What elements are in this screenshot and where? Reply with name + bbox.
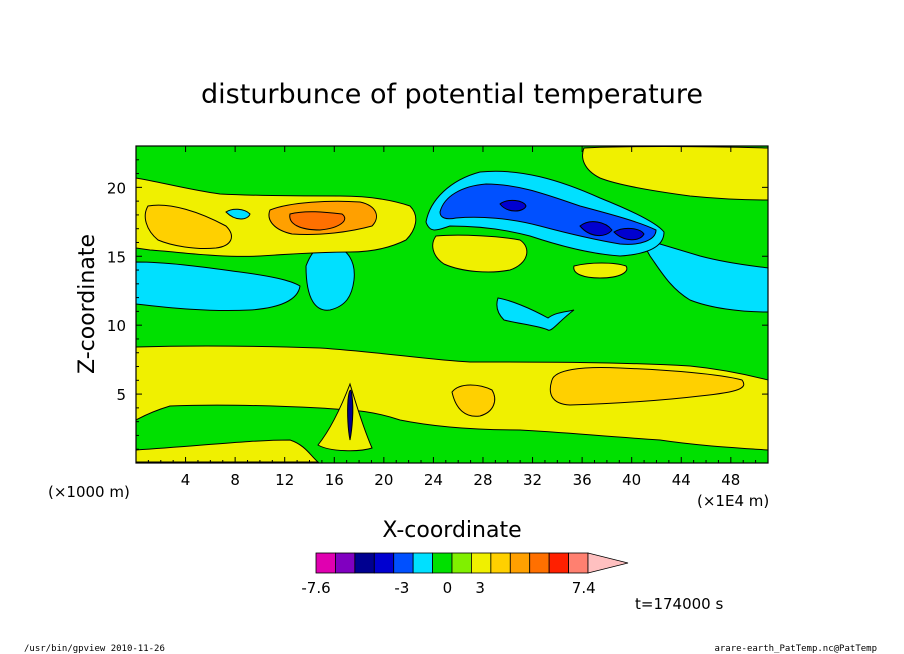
x-tick-label: 4 <box>181 471 191 489</box>
plot-frame <box>135 145 769 464</box>
x-tick-label: 24 <box>424 471 443 489</box>
colorbar-swatch <box>412 552 433 574</box>
lower-orange-cell-right <box>549 367 745 406</box>
mid-cyan-plume <box>305 243 355 311</box>
colorbar-arrow <box>587 552 629 574</box>
time-label: t=174000 s <box>635 595 723 613</box>
footer-right: arare-earth_PatTemp.nc@PatTemp <box>714 644 877 654</box>
x-tick-label: 16 <box>325 471 344 489</box>
y-tick-label: 15 <box>107 248 126 266</box>
contour-field <box>136 146 768 463</box>
colorbar-swatch <box>354 552 375 574</box>
central-plume-core <box>347 389 354 441</box>
upper-yellow-patch-small <box>573 262 628 279</box>
colorbar-swatch <box>373 552 395 574</box>
colorbar-swatch <box>335 552 356 574</box>
footer-left: /usr/bin/gpview 2010-11-26 <box>24 644 165 654</box>
x-tick-label: 32 <box>523 471 542 489</box>
mid-cyan-band-left <box>136 261 301 312</box>
colorbar-swatch <box>509 552 531 574</box>
colorbar-swatch <box>432 552 453 574</box>
colorbar-swatch <box>548 552 569 574</box>
upper-cyan-cell-small <box>225 208 251 220</box>
upper-dark-blue-core-left <box>499 199 527 212</box>
upper-orange-core <box>289 211 346 231</box>
colorbar-label: 7.4 <box>572 579 596 597</box>
colorbar: -7.6 -3 0 3 7.4 <box>301 552 629 597</box>
colorbar-swatch <box>471 552 492 574</box>
x-unit-left: (×1000 m) <box>48 483 130 501</box>
y-axis: 5 10 15 20 <box>107 159 768 450</box>
x-tick-label: 28 <box>473 471 492 489</box>
x-tick-label: 12 <box>275 471 294 489</box>
y-axis-label: Z-coordinate <box>75 234 100 374</box>
colorbar-label: 3 <box>475 579 485 597</box>
lower-yellow-plume <box>317 382 373 452</box>
colorbar-swatch <box>529 552 550 574</box>
y-tick-label: 20 <box>107 179 126 197</box>
x-tick-label: 20 <box>374 471 393 489</box>
lower-orange-cell-left <box>451 384 496 417</box>
colorbar-swatch <box>568 552 589 574</box>
upper-dark-blue-core-right <box>613 227 645 241</box>
x-tick-label: 40 <box>622 471 641 489</box>
colorbar-swatch <box>451 552 472 574</box>
x-tick-label: 36 <box>573 471 592 489</box>
colorbar-label: -3 <box>394 579 409 597</box>
x-axis-label: X-coordinate <box>382 518 521 543</box>
upper-orange-cell-left <box>144 204 232 249</box>
mid-cyan-sliver <box>496 297 575 331</box>
colorbar-swatch <box>490 552 511 574</box>
colorbar-swatch <box>393 552 414 574</box>
chart-title: disturbunce of potential temperature <box>201 79 703 110</box>
colorbar-label: 0 <box>443 579 453 597</box>
upper-dark-blue-core-mid <box>579 221 613 236</box>
y-tick-label: 10 <box>107 317 126 335</box>
upper-yellow-patch <box>432 234 528 273</box>
x-axis: 4 8 12 16 20 24 28 32 36 40 44 48 <box>147 146 757 489</box>
mid-cyan-band-right <box>638 237 768 313</box>
x-tick-label: 44 <box>672 471 691 489</box>
x-tick-label: 8 <box>230 471 240 489</box>
lower-yellow-base <box>136 439 320 463</box>
y-tick-label: 5 <box>116 386 126 404</box>
x-tick-label: 48 <box>721 471 740 489</box>
x-unit-right: (×1E4 m) <box>697 492 769 510</box>
colorbar-label: -7.6 <box>301 579 330 597</box>
colorbar-swatch <box>315 552 336 574</box>
